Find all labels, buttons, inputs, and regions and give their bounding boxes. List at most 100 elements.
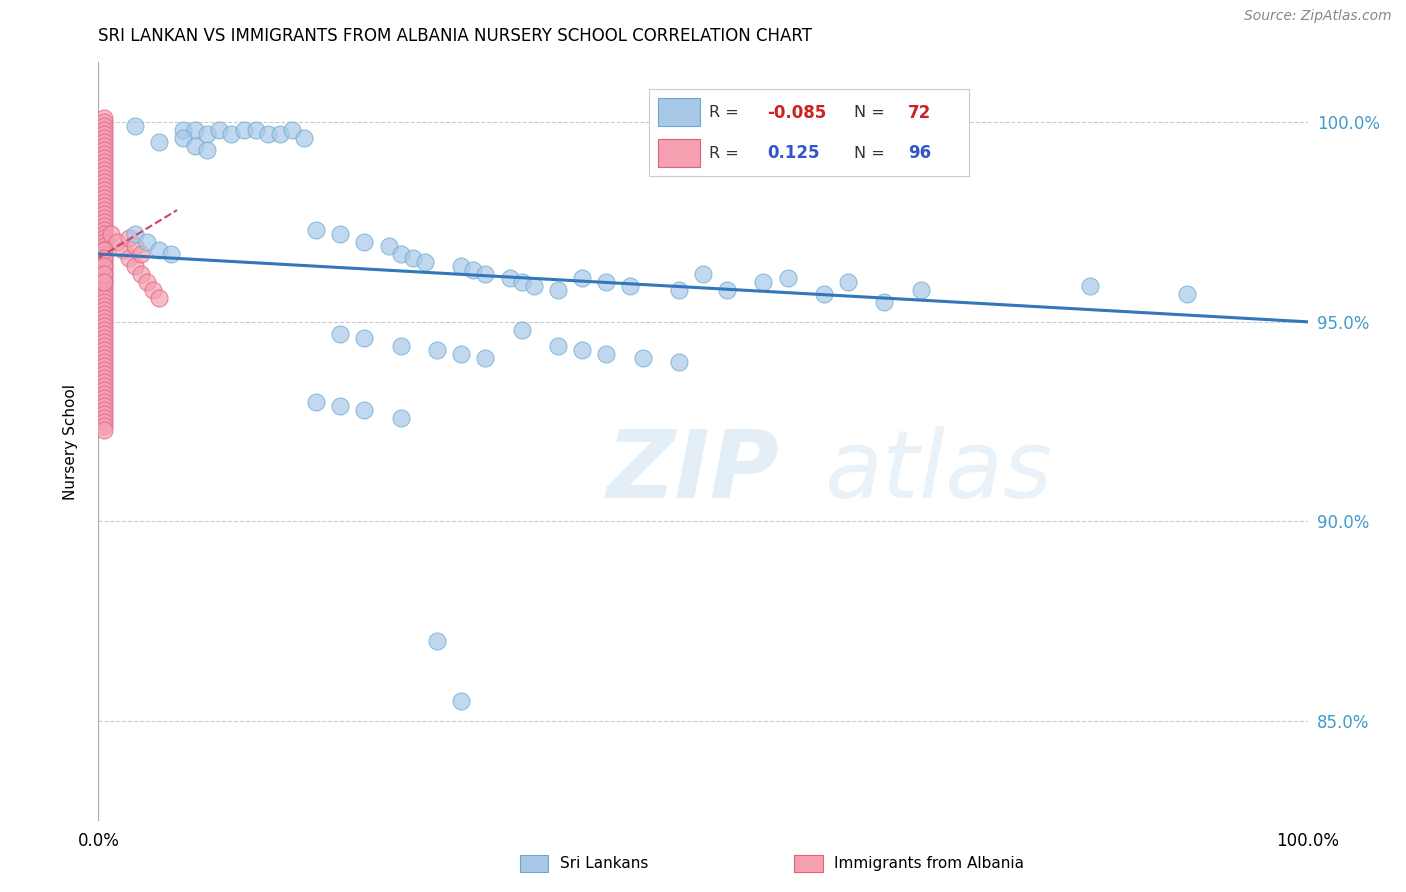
Point: [93, 183, 115, 197]
Point: [93, 215, 115, 229]
Point: [329, 399, 352, 413]
Point: [873, 128, 896, 142]
Point: [93, 407, 115, 421]
Point: [124, 227, 146, 241]
Point: [523, 279, 546, 293]
Point: [1078, 279, 1101, 293]
Point: [389, 410, 412, 425]
Point: [93, 247, 115, 261]
Point: [389, 339, 412, 353]
Point: [93, 410, 115, 425]
Point: [129, 247, 152, 261]
Point: [93, 318, 115, 333]
Point: [93, 267, 115, 281]
Point: [93, 326, 115, 341]
Point: [463, 263, 485, 277]
Text: Source: ZipAtlas.com: Source: ZipAtlas.com: [1244, 9, 1392, 23]
Point: [93, 163, 115, 178]
Point: [232, 123, 254, 137]
Point: [897, 123, 920, 137]
Point: [595, 347, 617, 361]
Point: [93, 302, 115, 317]
Point: [510, 323, 533, 337]
Point: [93, 294, 115, 309]
Point: [353, 331, 375, 345]
Point: [221, 128, 243, 142]
Point: [329, 227, 352, 241]
Point: [93, 243, 115, 257]
Point: [692, 267, 714, 281]
Point: [124, 259, 146, 273]
Text: Immigrants from Albania: Immigrants from Albania: [834, 856, 1024, 871]
Point: [595, 275, 617, 289]
Point: [93, 147, 115, 161]
Point: [353, 235, 375, 249]
Point: [426, 634, 449, 648]
Point: [93, 195, 115, 210]
Point: [93, 231, 115, 245]
Point: [100, 227, 122, 241]
Point: [124, 239, 146, 253]
Point: [172, 123, 194, 137]
Point: [547, 283, 569, 297]
Point: [93, 275, 115, 289]
Point: [498, 271, 520, 285]
Point: [305, 394, 328, 409]
Point: [93, 347, 115, 361]
Point: [571, 271, 593, 285]
Point: [93, 315, 115, 329]
Point: [184, 139, 207, 153]
Point: [93, 155, 115, 169]
Point: [93, 123, 115, 137]
Point: [93, 402, 115, 417]
Point: [118, 231, 141, 245]
Point: [619, 279, 641, 293]
Point: [195, 128, 218, 142]
Point: [813, 120, 835, 134]
Point: [668, 355, 690, 369]
Point: [93, 227, 115, 241]
Point: [1175, 286, 1198, 301]
Point: [93, 175, 115, 189]
Point: [752, 120, 775, 134]
Point: [752, 275, 775, 289]
Point: [93, 331, 115, 345]
Point: [118, 251, 141, 265]
Point: [93, 367, 115, 381]
Point: [93, 120, 115, 134]
Point: [377, 239, 399, 253]
Point: [93, 207, 115, 221]
Point: [93, 211, 115, 225]
Point: [813, 286, 835, 301]
Point: [389, 247, 412, 261]
Point: [716, 283, 738, 297]
Point: [281, 123, 304, 137]
Point: [93, 423, 115, 437]
Point: [93, 351, 115, 365]
Point: [93, 128, 115, 142]
Point: [93, 203, 115, 218]
Text: atlas: atlas: [824, 426, 1052, 517]
Point: [93, 235, 115, 249]
Point: [172, 131, 194, 145]
Point: [292, 131, 315, 145]
Point: [135, 275, 157, 289]
Point: [413, 255, 436, 269]
Point: [450, 259, 472, 273]
Point: [142, 283, 165, 297]
Point: [426, 343, 449, 357]
Point: [93, 394, 115, 409]
Point: [195, 143, 218, 157]
Point: [105, 235, 128, 249]
Point: [547, 339, 569, 353]
Point: [184, 123, 207, 137]
Point: [450, 347, 472, 361]
Point: [474, 351, 496, 365]
Point: [910, 283, 932, 297]
Point: [837, 275, 859, 289]
Point: [631, 351, 654, 365]
Point: [93, 263, 115, 277]
Point: [93, 259, 115, 273]
Point: [93, 115, 115, 129]
Point: [93, 171, 115, 186]
